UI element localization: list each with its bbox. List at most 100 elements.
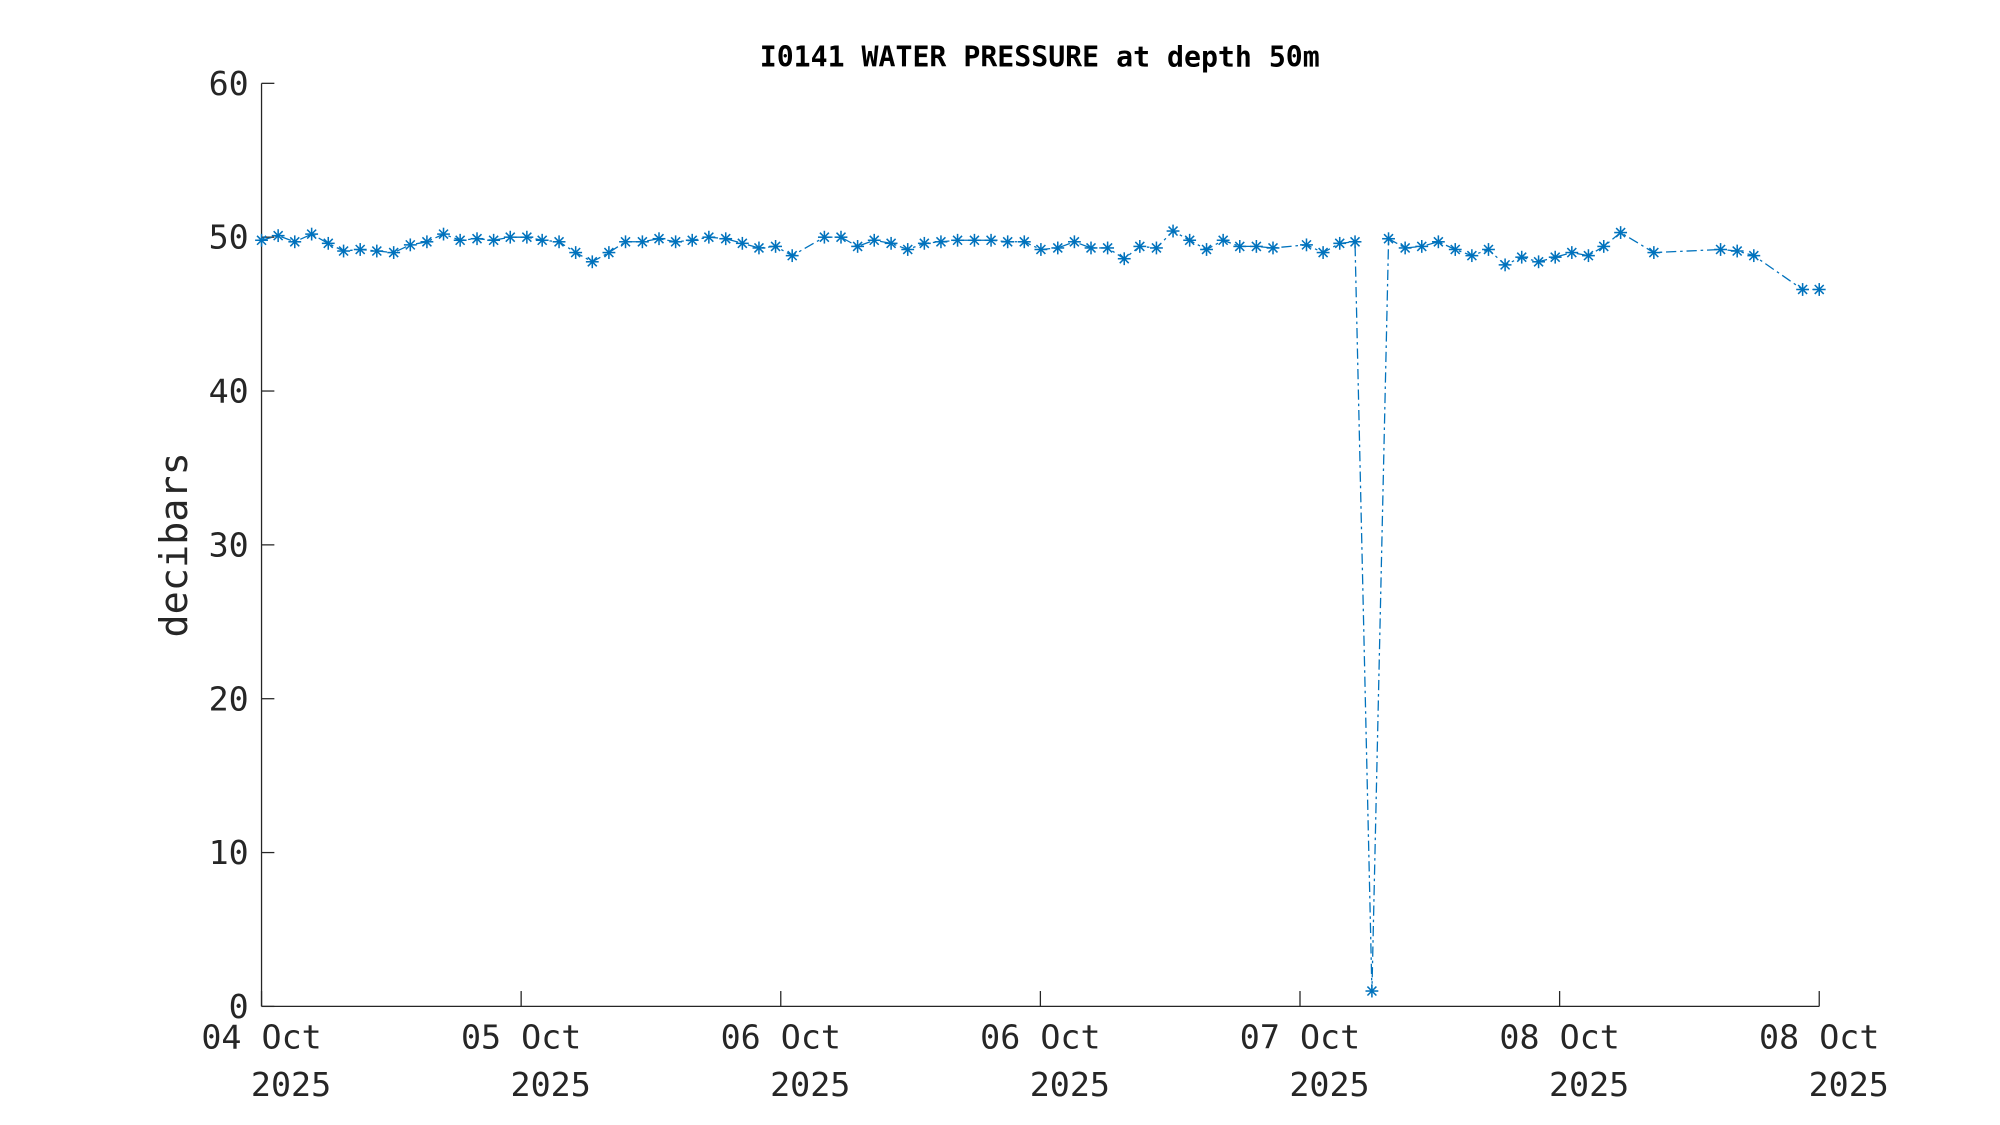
x-tick-label-day: 06 Oct <box>721 1018 841 1057</box>
data-point-marker <box>1365 984 1379 998</box>
data-point-marker <box>635 235 649 249</box>
data-point-marker <box>1183 233 1197 247</box>
data-point-marker <box>255 233 268 247</box>
x-tick-label-year: 2025 <box>1289 1065 1369 1104</box>
data-point-marker <box>735 236 749 250</box>
data-point-marker <box>520 230 534 244</box>
data-point-marker <box>1216 233 1230 247</box>
data-point-marker <box>288 235 302 249</box>
data-point-marker <box>387 246 401 259</box>
data-point-marker <box>1582 249 1595 263</box>
data-point-marker <box>1812 283 1826 296</box>
x-tick-label-day: 08 Oct <box>1499 1018 1619 1057</box>
data-point-marker <box>602 246 616 259</box>
y-tick-label: 40 <box>209 372 249 411</box>
data-point-marker <box>1316 246 1330 259</box>
data-point-marker <box>1051 241 1065 255</box>
data-point-marker <box>1101 241 1115 255</box>
data-point-marker <box>917 236 931 250</box>
y-tick-label: 20 <box>209 679 249 718</box>
data-point-marker <box>353 243 367 256</box>
data-point-marker <box>934 235 948 249</box>
data-point-marker <box>1730 244 1744 258</box>
data-point-marker <box>1498 258 1512 272</box>
data-point-marker <box>652 232 666 246</box>
data-point-marker <box>1233 239 1247 253</box>
data-point-marker <box>1515 250 1529 264</box>
data-point-marker <box>1166 224 1180 238</box>
data-point-marker <box>1448 243 1462 256</box>
x-tick-label-year: 2025 <box>251 1065 331 1104</box>
data-point-marker <box>984 233 998 247</box>
data-point-marker <box>1532 255 1545 269</box>
data-point-marker <box>552 235 566 249</box>
data-point-marker <box>370 244 384 258</box>
data-point-marker <box>1415 239 1429 253</box>
x-tick-label-year: 2025 <box>1809 1065 1889 1104</box>
data-series <box>255 224 1826 998</box>
data-point-marker <box>851 239 865 253</box>
data-point-marker <box>817 230 831 244</box>
data-point-marker <box>1249 239 1263 253</box>
data-point-marker <box>1067 235 1081 249</box>
data-point-marker <box>951 233 964 247</box>
data-point-marker <box>535 233 549 247</box>
x-tick-label-day: 05 Oct <box>461 1018 581 1057</box>
data-point-marker <box>785 249 799 263</box>
x-tick-label-day: 08 Oct <box>1759 1018 1879 1057</box>
data-point-marker <box>901 243 915 256</box>
data-point-marker <box>1117 252 1131 266</box>
data-point-marker <box>752 241 766 255</box>
axes: 0 10 20 30 40 50 60 04 Oct 2025 05 Oct 2025 06 Oct 2… <box>201 64 1889 1104</box>
data-point-marker <box>1398 241 1412 255</box>
data-point-marker <box>1300 238 1313 252</box>
data-point-marker <box>321 236 335 250</box>
data-point-marker <box>305 227 319 241</box>
data-point-marker <box>437 227 450 241</box>
data-point-marker <box>1714 243 1727 256</box>
series-line <box>261 230 1820 992</box>
data-point-marker <box>834 230 848 244</box>
data-point-marker <box>271 229 285 243</box>
data-point-marker <box>1001 235 1015 249</box>
data-point-marker <box>453 233 467 247</box>
data-point-marker <box>1382 232 1395 246</box>
data-point-marker <box>685 233 699 247</box>
data-point-marker <box>1200 243 1213 256</box>
data-point-marker <box>702 230 716 244</box>
data-point-marker <box>1647 246 1661 259</box>
data-point-marker <box>1333 236 1347 250</box>
data-point-marker <box>669 235 683 249</box>
data-point-marker <box>1614 226 1628 239</box>
data-point-marker <box>1017 235 1031 249</box>
data-point-marker <box>1565 246 1579 259</box>
data-point-marker <box>884 236 898 250</box>
x-tick-label-day: 04 Oct <box>201 1018 321 1057</box>
data-point-marker <box>337 244 350 258</box>
data-point-marker <box>585 255 599 269</box>
data-point-marker <box>719 232 733 246</box>
data-point-marker <box>569 246 583 259</box>
data-point-marker <box>1747 249 1761 263</box>
data-point-marker <box>1597 239 1611 253</box>
data-point-marker <box>968 233 981 247</box>
x-tick-label-year: 2025 <box>770 1065 850 1104</box>
data-point-marker <box>1034 243 1048 256</box>
data-point-marker <box>1266 241 1280 255</box>
data-point-marker <box>1150 241 1163 255</box>
data-point-marker <box>403 238 417 252</box>
y-tick-label: 30 <box>209 525 249 564</box>
data-point-marker <box>1548 250 1562 264</box>
data-point-marker <box>1796 283 1810 296</box>
x-tick-label-day: 07 Oct <box>1240 1018 1360 1057</box>
y-tick-label: 50 <box>209 218 249 257</box>
data-point-marker <box>503 230 517 244</box>
data-point-marker <box>1465 249 1479 263</box>
data-point-marker <box>470 232 484 246</box>
data-point-marker <box>1348 235 1362 249</box>
y-axis-label: decibars <box>152 452 197 637</box>
data-point-marker <box>1482 243 1495 256</box>
data-point-marker <box>867 233 881 247</box>
data-point-marker <box>619 235 632 249</box>
